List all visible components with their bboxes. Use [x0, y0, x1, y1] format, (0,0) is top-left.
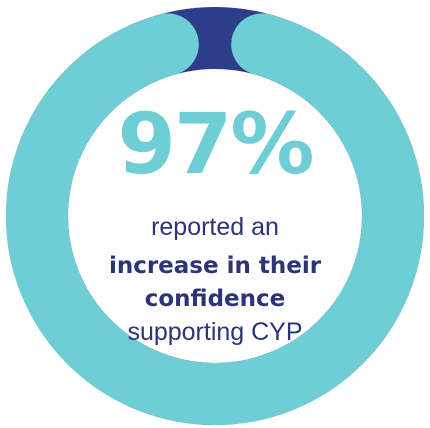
stat-line-2: increase in their — [108, 253, 322, 279]
stat-line-3: confidence — [144, 286, 286, 312]
stat-line-1: reported an — [151, 213, 279, 241]
stat-line-4: supporting CYP — [127, 318, 303, 346]
percent-value: 97% — [117, 95, 314, 193]
donut-primary-segment — [6, 13, 424, 425]
